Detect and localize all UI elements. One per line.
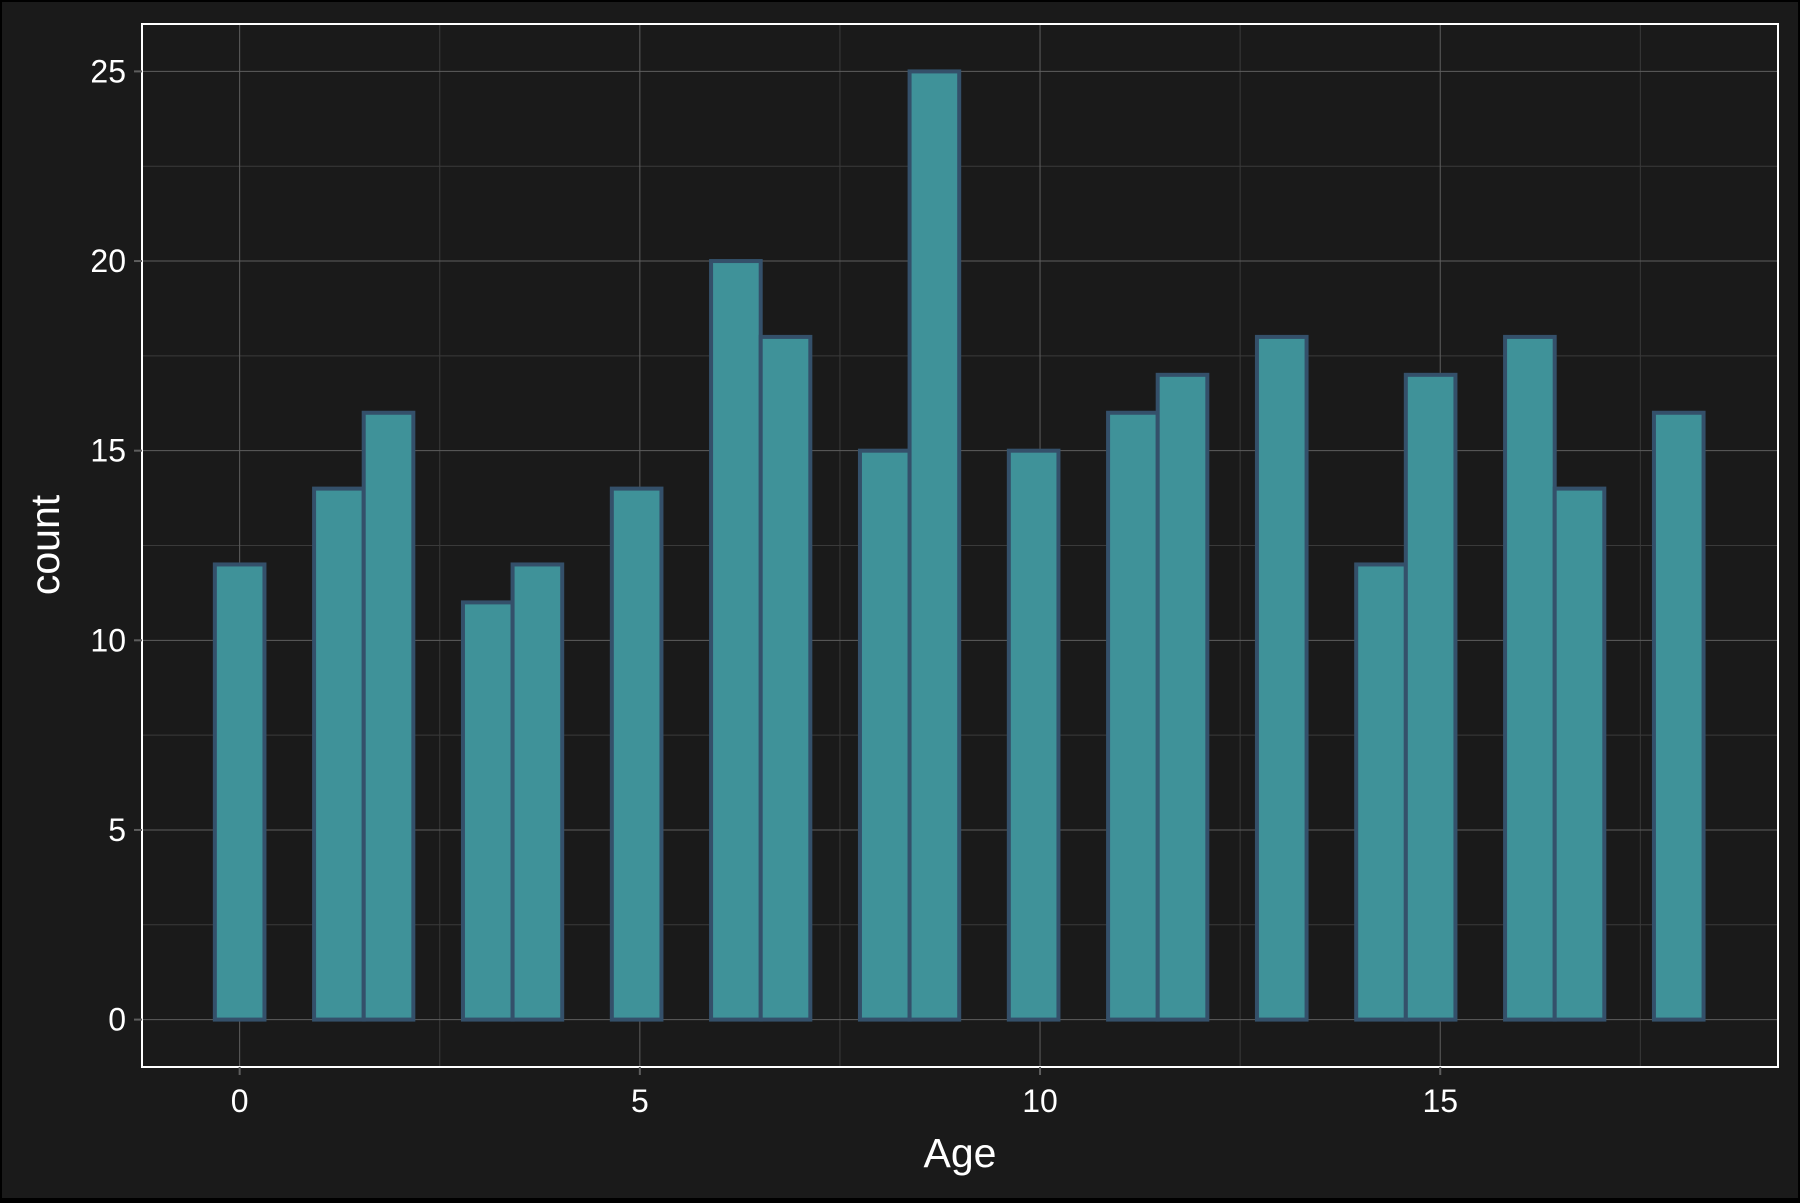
y-tick-label: 15 xyxy=(90,433,126,469)
histogram-bar xyxy=(758,334,813,1022)
y-tick-label: 10 xyxy=(90,622,126,658)
histogram-bar xyxy=(510,562,565,1022)
x-tick-label: 10 xyxy=(1022,1083,1058,1119)
x-tick-label: 15 xyxy=(1422,1083,1458,1119)
histogram-bar xyxy=(1254,334,1309,1022)
histogram-bar xyxy=(609,486,664,1022)
y-tick-label: 20 xyxy=(90,243,126,279)
histogram-bar xyxy=(1155,372,1210,1022)
histogram-bar xyxy=(361,410,416,1022)
y-axis-title: count xyxy=(22,494,68,595)
histogram-bar xyxy=(1354,562,1408,1022)
histogram-bar xyxy=(1503,334,1557,1022)
y-tick-label: 5 xyxy=(108,812,126,848)
histogram-bar xyxy=(212,562,267,1022)
x-tick-label: 0 xyxy=(231,1083,249,1119)
histogram-bar xyxy=(1552,486,1607,1022)
histogram-bar xyxy=(709,259,763,1022)
histogram-bar xyxy=(1106,410,1160,1022)
histogram-bar xyxy=(857,448,912,1022)
plot-border xyxy=(141,23,1779,1068)
y-tick-label: 25 xyxy=(90,53,126,89)
y-tick-label: 0 xyxy=(108,1002,126,1038)
axis-ticks: 0 5 10 15 0 5 10 15 20 25 xyxy=(90,53,1458,1119)
histogram-bar xyxy=(460,600,515,1022)
x-axis-title: Age xyxy=(924,1130,997,1176)
histogram-bar xyxy=(907,69,962,1022)
bars xyxy=(212,69,1706,1022)
histogram-bar xyxy=(1006,448,1061,1022)
histogram-bar xyxy=(1403,372,1458,1022)
histogram-bar xyxy=(312,486,366,1022)
histogram-bar xyxy=(1651,410,1706,1022)
x-tick-label: 5 xyxy=(631,1083,649,1119)
